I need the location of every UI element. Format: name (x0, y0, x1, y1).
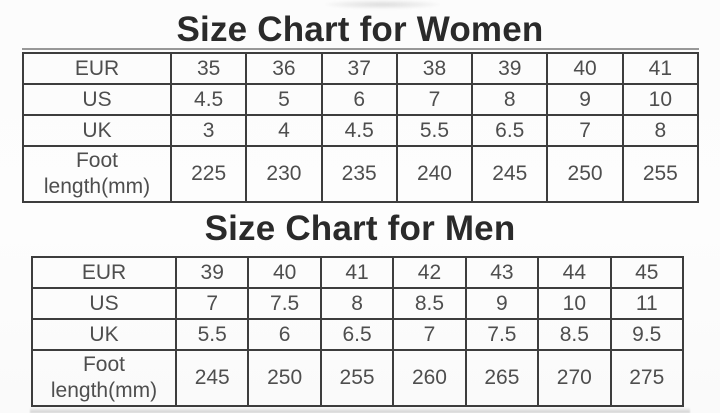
size-value-cell: 7 (546, 114, 624, 147)
table-row: Foot length(mm) 225 230 235 240 245 250 255 (22, 145, 700, 203)
size-value-cell: 6.5 (319, 318, 395, 351)
size-value-cell: 3 (169, 114, 248, 147)
size-value-cell: 255 (621, 145, 700, 203)
size-value-cell: 39 (174, 256, 250, 289)
size-value-cell: 250 (247, 349, 322, 407)
table-row: EUR 35 36 37 38 39 40 41 (22, 52, 700, 85)
size-value-cell: 40 (546, 52, 624, 85)
size-value-cell: 7.5 (464, 318, 540, 351)
row-label: UK (22, 114, 172, 147)
size-value-cell: 4 (245, 114, 323, 147)
size-value-cell: 4.5 (320, 114, 398, 147)
scan-smudge-artifact (325, 0, 440, 9)
size-value-cell: 44 (537, 256, 612, 289)
men-chart-title: Size Chart for Men (204, 209, 516, 248)
size-value-cell: 10 (537, 287, 612, 320)
size-value-cell: 41 (621, 52, 700, 85)
size-value-cell: 11 (609, 287, 685, 320)
size-value-cell: 240 (395, 145, 474, 203)
row-label: Foot length(mm) (31, 349, 177, 407)
row-label: US (31, 287, 177, 320)
size-value-cell: 9.5 (609, 318, 685, 351)
size-value-cell: 245 (471, 145, 549, 203)
women-table-top-rule (22, 48, 699, 50)
size-value-cell: 42 (392, 256, 467, 289)
size-value-cell: 8.5 (537, 318, 612, 351)
row-label: UK (31, 318, 177, 351)
size-value-cell: 250 (546, 145, 624, 203)
women-size-table: EUR 35 36 37 38 39 40 41 US 4.5 5 6 7 8 9 10 UK 3 4 4.5 5.5 6… (22, 52, 700, 203)
size-value-cell: 9 (546, 83, 624, 116)
size-value-cell: 7 (395, 83, 474, 116)
size-value-cell: 38 (395, 52, 474, 85)
size-value-cell: 6.5 (471, 114, 549, 147)
size-value-cell: 35 (169, 52, 248, 85)
size-value-cell: 36 (245, 52, 323, 85)
size-value-cell: 7 (392, 318, 467, 351)
size-value-cell: 41 (319, 256, 395, 289)
size-value-cell: 245 (174, 349, 250, 407)
size-value-cell: 8 (319, 287, 395, 320)
size-value-cell: 4.5 (169, 83, 248, 116)
men-size-table: EUR 39 40 41 42 43 44 45 US 7 7.5 8 8.5 9 10 11 UK 5.5 6 6.… (31, 256, 685, 407)
size-value-cell: 230 (245, 145, 323, 203)
table-row: UK 5.5 6 6.5 7 7.5 8.5 9.5 (31, 318, 685, 351)
size-value-cell: 39 (471, 52, 549, 85)
size-value-cell: 7.5 (247, 287, 322, 320)
row-label: Foot length(mm) (22, 145, 172, 203)
row-label: EUR (31, 256, 177, 289)
women-chart-title: Size Chart for Women (176, 10, 544, 49)
size-value-cell: 6 (320, 83, 398, 116)
size-value-cell: 260 (392, 349, 467, 407)
size-value-cell: 8 (621, 114, 700, 147)
size-value-cell: 225 (169, 145, 248, 203)
row-label: US (22, 83, 172, 116)
size-value-cell: 265 (464, 349, 540, 407)
size-value-cell: 270 (537, 349, 612, 407)
size-value-cell: 45 (609, 256, 685, 289)
table-row: EUR 39 40 41 42 43 44 45 (31, 256, 685, 289)
size-value-cell: 10 (621, 83, 700, 116)
size-value-cell: 255 (319, 349, 395, 407)
size-value-cell: 43 (464, 256, 540, 289)
size-value-cell: 5 (245, 83, 323, 116)
table-row: Foot length(mm) 245 250 255 260 265 270 275 (31, 349, 685, 407)
size-value-cell: 6 (247, 318, 322, 351)
size-value-cell: 8.5 (392, 287, 467, 320)
size-value-cell: 275 (609, 349, 685, 407)
scan-shadow-artifact (30, 407, 690, 413)
size-value-cell: 37 (320, 52, 398, 85)
size-value-cell: 40 (247, 256, 322, 289)
size-value-cell: 235 (320, 145, 398, 203)
row-label: EUR (22, 52, 172, 85)
size-value-cell: 5.5 (395, 114, 474, 147)
size-value-cell: 5.5 (174, 318, 250, 351)
size-value-cell: 9 (464, 287, 540, 320)
size-value-cell: 8 (471, 83, 549, 116)
size-value-cell: 7 (174, 287, 250, 320)
table-row: UK 3 4 4.5 5.5 6.5 7 8 (22, 114, 700, 147)
table-row: US 7 7.5 8 8.5 9 10 11 (31, 287, 685, 320)
table-row: US 4.5 5 6 7 8 9 10 (22, 83, 700, 116)
